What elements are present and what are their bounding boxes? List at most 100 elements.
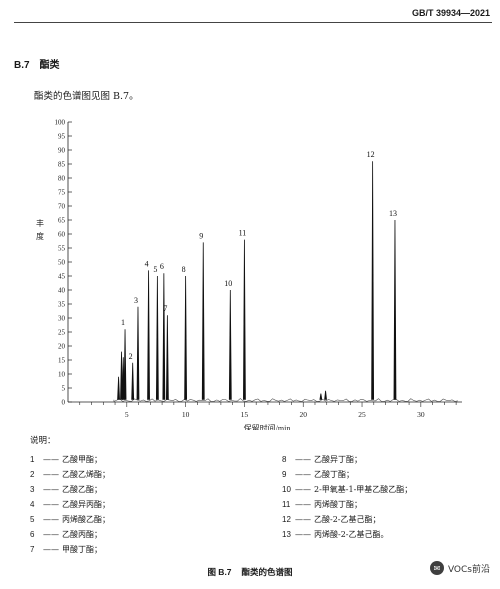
minor-peak xyxy=(324,390,327,400)
legend-name: 乙酸丁酯； xyxy=(314,470,354,479)
minor-peak xyxy=(319,393,323,400)
legend-name: 乙酸丙酯； xyxy=(62,530,102,539)
legend-item: 8 —— 乙酸异丁酯； xyxy=(282,452,412,467)
legend-dash: —— xyxy=(295,470,311,479)
peak xyxy=(243,239,246,400)
minor-peak xyxy=(117,376,120,400)
y-tick-label: 50 xyxy=(58,259,66,267)
legend-dash: —— xyxy=(43,455,59,464)
y-tick-label: 90 xyxy=(58,147,66,155)
y-tick-label: 15 xyxy=(58,357,66,365)
legend-name: 乙酸甲酯； xyxy=(62,455,102,464)
peak-label: 11 xyxy=(239,229,247,238)
peak xyxy=(136,306,140,400)
peak-label: 6 xyxy=(160,262,164,271)
legend-number: 9 xyxy=(282,470,287,479)
watermark-text: VOCs前沿 xyxy=(447,564,490,575)
watermark: ✉ VOCs前沿 xyxy=(429,561,490,575)
legend-number: 10 xyxy=(282,485,291,494)
legend-dash: —— xyxy=(295,485,311,494)
legend-dash: —— xyxy=(295,530,311,539)
x-tick-label: 30 xyxy=(417,410,425,419)
legend-number: 1 xyxy=(30,455,35,464)
legend-dash: —— xyxy=(43,500,59,509)
y-tick-label: 40 xyxy=(58,287,66,295)
peak xyxy=(162,273,166,400)
y-axis-label-char: 度 xyxy=(36,231,44,241)
legend-dash: —— xyxy=(43,470,59,479)
y-tick-label: 100 xyxy=(55,119,66,127)
peak xyxy=(165,315,169,400)
x-axis-label: 保留时间/min xyxy=(244,423,291,430)
figure-title: 酯类的色谱图 xyxy=(241,568,293,578)
peak xyxy=(371,161,375,400)
legend-dash: —— xyxy=(43,515,59,524)
legend-number: 3 xyxy=(30,485,35,494)
wechat-icon: ✉ xyxy=(429,561,444,575)
legend-name: 乙酸乙酯； xyxy=(62,485,102,494)
y-tick-label: 45 xyxy=(58,273,66,281)
chart-ticks: 0510152025303540455055606570758085909510… xyxy=(55,119,457,419)
legend-item: 2 —— 乙酸乙烯酯； xyxy=(30,467,110,482)
x-tick-label: 5 xyxy=(125,410,129,419)
legend-name: 乙酸异丁酯； xyxy=(314,455,362,464)
legend-name: 丙烯酸丁酯； xyxy=(314,500,362,509)
x-tick-label: 15 xyxy=(241,410,249,419)
legend-number: 6 xyxy=(30,530,35,539)
y-tick-label: 30 xyxy=(58,315,66,323)
standard-code: GB/T 39934—2021 xyxy=(411,8,490,18)
y-tick-label: 80 xyxy=(58,175,66,183)
legend-item: 1 —— 乙酸甲酯； xyxy=(30,452,110,467)
legend-number: 8 xyxy=(282,455,287,464)
chart-baseline xyxy=(113,398,458,402)
legend-item: 10 —— 2-甲氧基-1-甲基乙酸乙酯； xyxy=(282,482,412,497)
y-tick-label: 70 xyxy=(58,203,66,211)
legend-item: 4 —— 乙酸异丙酯； xyxy=(30,497,110,512)
legend-dash: —— xyxy=(43,530,59,539)
y-tick-label: 20 xyxy=(58,343,66,351)
peak-label: 1 xyxy=(121,318,125,327)
y-tick-label: 75 xyxy=(58,189,66,197)
legend-item: 11 —— 丙烯酸丁酯； xyxy=(282,497,412,512)
peak xyxy=(155,275,159,400)
peak xyxy=(123,329,127,400)
peak xyxy=(201,242,205,400)
peak-label: 13 xyxy=(389,209,397,218)
legend-dash: —— xyxy=(295,455,311,464)
peak-label: 7 xyxy=(163,304,167,313)
x-tick-label: 10 xyxy=(182,410,190,419)
figure-caption: 图 B.7 酯类的色谱图 xyxy=(0,566,500,578)
legend-item: 12 —— 乙酸-2-乙基己酯； xyxy=(282,512,412,527)
legend-name: 乙酸-2-乙基己酯； xyxy=(314,515,381,524)
y-tick-label: 10 xyxy=(58,371,66,379)
section-title: 酯类 xyxy=(39,60,60,71)
y-tick-label: 55 xyxy=(58,245,66,253)
legend-item: 6 —— 乙酸丙酯； xyxy=(30,527,110,542)
peak-label: 2 xyxy=(129,352,133,361)
legend-dash: —— xyxy=(295,500,311,509)
legend-dash: —— xyxy=(295,515,311,524)
peak-label: 9 xyxy=(199,231,203,240)
peak xyxy=(184,275,188,400)
header-rule xyxy=(14,22,492,23)
peak-label: 4 xyxy=(145,259,149,268)
legend-number: 4 xyxy=(30,500,35,509)
legend-heading: 说明： xyxy=(30,436,56,446)
y-tick-label: 95 xyxy=(58,133,66,141)
legend-number: 13 xyxy=(282,530,291,539)
legend-left-column: 1 —— 乙酸甲酯； 2 —— 乙酸乙烯酯； 3 —— 乙酸乙酯； 4 —— 乙酸异丙酯； 5 —— 丙烯酸… xyxy=(30,452,110,557)
chart-peaks xyxy=(117,161,397,400)
y-tick-label: 65 xyxy=(58,217,66,225)
peak xyxy=(147,270,150,400)
legend-name: 丙烯酸-2-乙基己酯。 xyxy=(314,530,389,539)
peak-label: 8 xyxy=(182,265,186,274)
section-heading: B.7 酯类 xyxy=(14,56,60,71)
legend-name: 甲酸丁酯； xyxy=(62,545,102,554)
legend-number: 5 xyxy=(30,515,35,524)
legend-item: 9 —— 乙酸丁酯； xyxy=(282,467,412,482)
peak-label: 12 xyxy=(367,150,375,159)
legend-number: 2 xyxy=(30,470,35,479)
peak-label: 5 xyxy=(153,265,157,274)
legend-name: 丙烯酸乙酯； xyxy=(62,515,110,524)
